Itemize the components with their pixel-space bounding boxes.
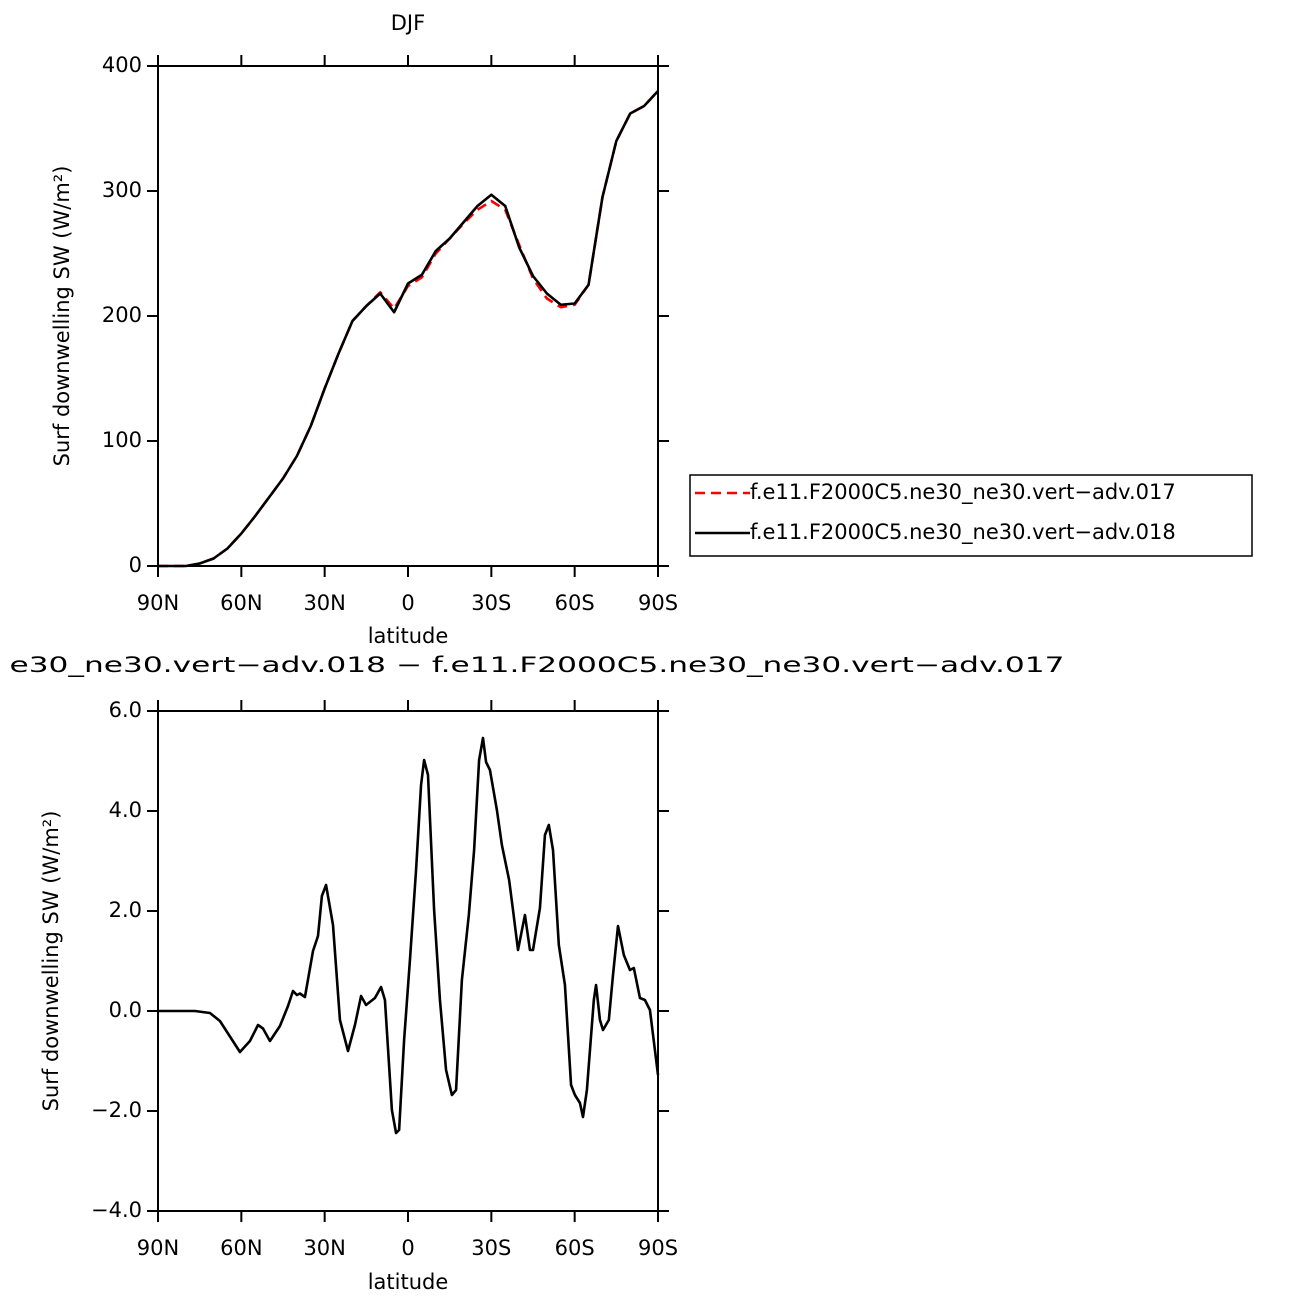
x-tick-label: 30N <box>303 591 345 615</box>
data-line <box>158 90 659 568</box>
x-tick-label: 0 <box>401 591 414 615</box>
plot-frame <box>157 710 659 1212</box>
legend-label: f.e11.F2000C5.ne30_ne30.vert−adv.018 <box>750 520 1176 545</box>
y-tick-label: 300 <box>102 178 142 202</box>
y-tick-label: 2.0 <box>109 898 142 922</box>
y-tick-label: 400 <box>102 53 142 77</box>
x-tick-label: 30S <box>471 591 511 615</box>
x-tick-label: 60S <box>555 591 595 615</box>
x-tick-label: 90S <box>638 591 678 615</box>
x-tick-label: 30S <box>471 1236 511 1260</box>
y-tick-label: 0.0 <box>109 998 142 1022</box>
x-axis-label: latitude <box>368 624 449 648</box>
y-axis-label: Surf downwelling SW (W/m²) <box>50 166 74 467</box>
y-axis-label: Surf downwelling SW (W/m²) <box>39 811 63 1112</box>
x-tick-label: 60N <box>220 1236 262 1260</box>
data-line <box>158 736 660 1135</box>
chart-title: DJF <box>391 11 425 35</box>
x-axis-label: latitude <box>368 1270 449 1294</box>
x-tick-label: 90S <box>638 1236 678 1260</box>
chart-title: e30_ne30.vert−adv.018 − f.e11.F2000C5.ne… <box>10 653 1065 678</box>
x-tick-label: 90N <box>137 1236 179 1260</box>
y-tick-label: 4.0 <box>109 798 142 822</box>
x-tick-label: 0 <box>401 1236 414 1260</box>
y-tick-label: 6.0 <box>109 698 142 722</box>
y-tick-label: 200 <box>102 303 142 327</box>
x-tick-label: 60N <box>220 591 262 615</box>
legend-label: f.e11.F2000C5.ne30_ne30.vert−adv.017 <box>750 480 1176 505</box>
legend-box <box>689 474 1253 557</box>
x-tick-label: 90N <box>137 591 179 615</box>
y-tick-label: 100 <box>102 428 142 452</box>
y-tick-label: −2.0 <box>91 1098 142 1122</box>
y-tick-label: −4.0 <box>91 1198 142 1222</box>
data-line <box>158 90 659 568</box>
x-tick-label: 30N <box>303 1236 345 1260</box>
plot-frame <box>157 65 659 567</box>
y-tick-label: 0 <box>129 553 142 577</box>
x-tick-label: 60S <box>555 1236 595 1260</box>
